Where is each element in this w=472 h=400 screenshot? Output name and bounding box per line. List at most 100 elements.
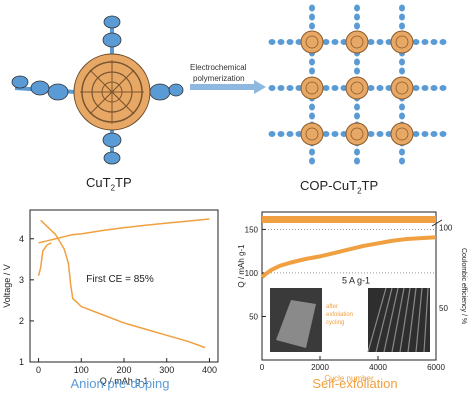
thiophene-unit	[367, 85, 375, 91]
x-tick-label: 200	[116, 365, 131, 375]
cut2tp-node-ring	[305, 127, 319, 141]
sem-fiber	[367, 287, 387, 353]
thiophene-unit	[439, 131, 447, 137]
thiophene-unit	[286, 85, 294, 91]
thiophene-unit	[309, 112, 315, 120]
cut2tp-node-ring	[395, 81, 409, 95]
thiophene-unit	[268, 85, 276, 91]
monomer-label: CuT2TP	[86, 175, 132, 193]
thiophene-unit	[399, 13, 405, 21]
thiophene-unit	[354, 13, 360, 21]
thiophene-unit	[399, 112, 405, 120]
sem-fiber	[415, 287, 423, 353]
y-tick-label: 4	[19, 234, 24, 244]
series-line-2	[37, 242, 52, 276]
thiophene-unit	[367, 131, 375, 137]
thiophene-unit	[421, 85, 429, 91]
cut2tp-node	[300, 76, 324, 100]
thiophene-arm-bottom	[102, 125, 122, 165]
cut2tp-node	[345, 30, 369, 54]
x-axis-label: Q / mAh g-1	[100, 376, 149, 386]
thiophene-unit	[399, 58, 405, 66]
polymer-label: COP-CuT2TP	[300, 178, 379, 196]
ce-arrow	[431, 219, 443, 227]
caption-anion-predoping: Anion pre-doping	[70, 376, 170, 391]
thiophene-unit	[322, 131, 330, 137]
x-tick-label: 400	[202, 365, 217, 375]
thiophene-unit	[286, 39, 294, 45]
thiophene-unit	[268, 131, 276, 137]
thiophene-unit	[399, 4, 405, 12]
y-tick-label: 2	[19, 316, 24, 326]
thiophene-unit	[277, 39, 285, 45]
cut2tp-node	[300, 30, 324, 54]
thiophene-unit	[354, 67, 360, 75]
cut2tp-node-ring	[350, 127, 364, 141]
cop-grid	[268, 4, 447, 165]
sem-particle	[276, 300, 316, 348]
thiophene-unit	[277, 85, 285, 91]
thiophene-unit	[430, 85, 438, 91]
y-tick-label: 1	[19, 357, 24, 367]
cut2tp-node	[390, 122, 414, 146]
sem-fiber	[375, 287, 393, 353]
thiophene-unit	[354, 22, 360, 30]
cut2tp-node	[345, 76, 369, 100]
thiophene-unit	[354, 148, 360, 156]
thiophene-unit	[412, 39, 420, 45]
series-line-0	[38, 218, 210, 244]
sem-fiber	[391, 287, 405, 353]
thiophene-unit	[309, 103, 315, 111]
plot-frame	[261, 211, 437, 361]
thiophene-unit	[421, 131, 429, 137]
thiophene-unit	[439, 85, 447, 91]
x-tick-label: 100	[74, 365, 89, 375]
y-tick-label: 50	[249, 312, 258, 321]
thiophene-unit	[309, 67, 315, 75]
cut2tp-node-ring	[395, 35, 409, 49]
thiophene-unit	[399, 103, 405, 111]
caption-self-exfoliation: Self-exfoliation	[312, 376, 398, 391]
thiophene-unit	[399, 157, 405, 165]
y-tick-label: 3	[19, 275, 24, 285]
thiophene-unit	[322, 85, 330, 91]
thiophene-unit	[367, 39, 375, 45]
thiophene-unit	[376, 39, 384, 45]
thiophene-unit	[309, 148, 315, 156]
cut2tp-node-ring	[305, 81, 319, 95]
sem-fiber	[383, 287, 399, 353]
cut2tp-monomer	[11, 15, 184, 165]
x-tick-label: 300	[159, 365, 174, 375]
thiophene-unit	[430, 39, 438, 45]
cut2tp-node	[390, 76, 414, 100]
thiophene-unit	[331, 85, 339, 91]
thiophene-unit	[309, 58, 315, 66]
thiophene-unit	[421, 39, 429, 45]
thiophene-unit	[331, 131, 339, 137]
thiophene-unit	[399, 67, 405, 75]
inset-label-line1: after	[326, 304, 338, 310]
thiophene-unit	[268, 39, 276, 45]
x-axis-label: Cycle number	[324, 374, 374, 383]
thiophene-unit	[277, 131, 285, 137]
thiophene-unit	[309, 13, 315, 21]
thiophene-arm-right	[149, 83, 184, 101]
sem-fiber	[423, 287, 429, 353]
arrow-label-line1: Electrochemical	[190, 63, 247, 72]
x-tick-label: 4000	[369, 363, 387, 372]
thiophene-unit	[399, 148, 405, 156]
thiophene-unit	[430, 131, 438, 137]
schematic-top	[11, 4, 447, 165]
thiophene-unit	[309, 157, 315, 165]
cut2tp-node	[390, 30, 414, 54]
sem-fiber	[399, 287, 411, 353]
plot-frame	[29, 209, 219, 363]
polymerization-arrow	[190, 80, 266, 94]
y-tick-label: 150	[245, 225, 259, 234]
cut2tp-node	[345, 122, 369, 146]
thiophene-unit	[376, 85, 384, 91]
thiophene-unit	[412, 85, 420, 91]
x-tick-label: 0	[260, 363, 265, 372]
capacity-series	[260, 235, 437, 279]
thiophene-unit	[376, 131, 384, 137]
